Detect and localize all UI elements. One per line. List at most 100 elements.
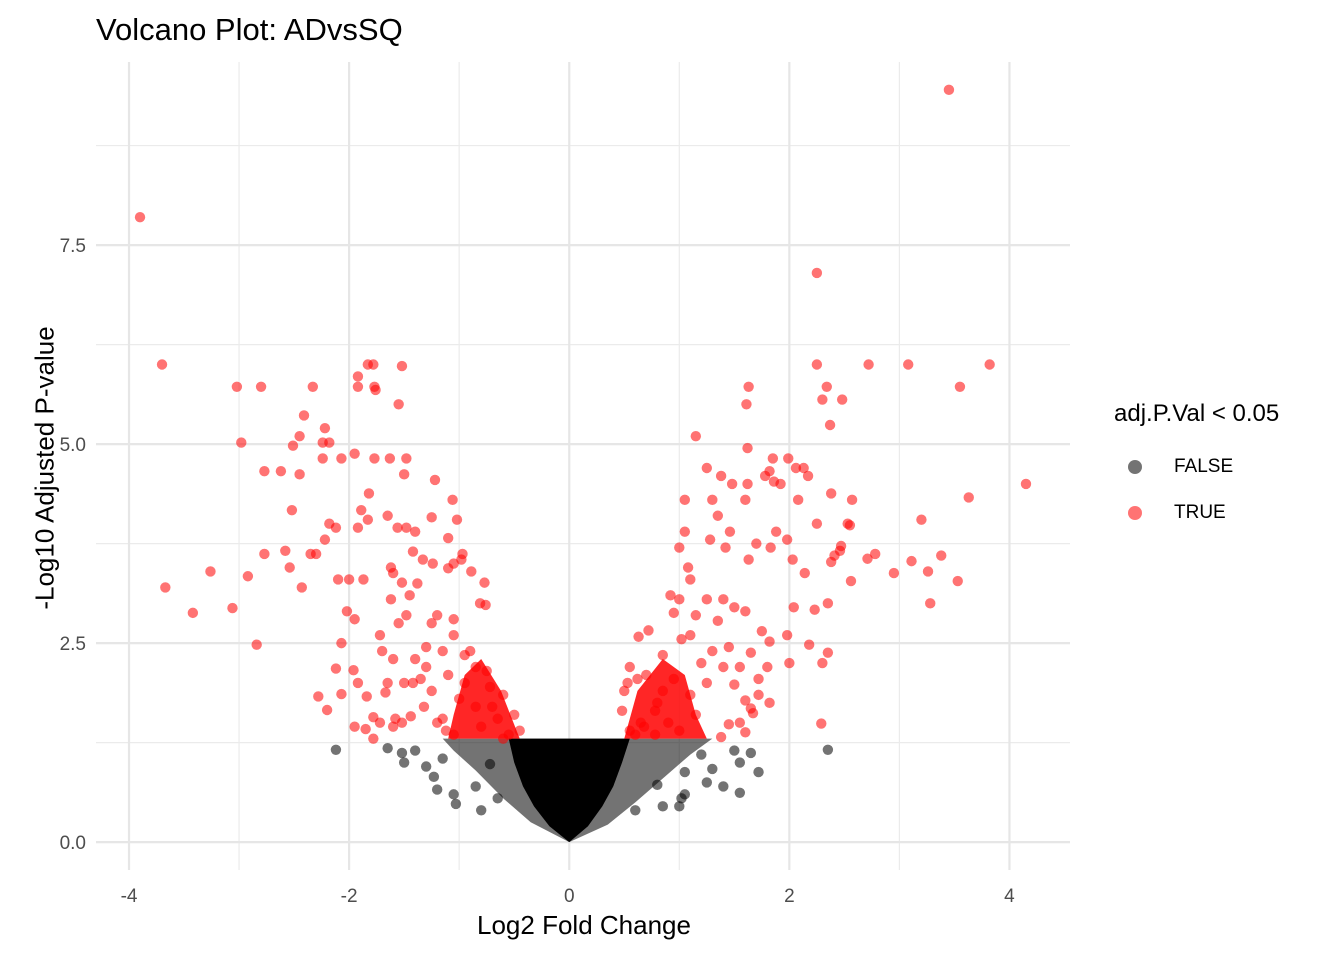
- significant-point: [294, 469, 305, 480]
- significant-point: [457, 548, 468, 560]
- significant-point: [668, 607, 679, 619]
- significant-point: [798, 462, 809, 474]
- significant-point: [156, 359, 168, 370]
- significant-point: [799, 567, 810, 579]
- significant-point: [696, 657, 707, 669]
- significant-point: [824, 419, 836, 431]
- significant-point: [336, 637, 347, 649]
- significant-point: [380, 687, 391, 698]
- significant-point: [286, 504, 298, 516]
- significant-point: [431, 610, 443, 621]
- significant-point: [259, 465, 270, 477]
- significant-point: [451, 514, 463, 525]
- significant-point: [888, 567, 900, 579]
- significant-point: [718, 661, 729, 673]
- significant-point: [712, 510, 724, 521]
- nonsignificant-point: [398, 757, 410, 768]
- significant-point: [903, 359, 914, 370]
- significant-point: [822, 598, 834, 609]
- significant-point: [470, 701, 481, 713]
- significant-point: [319, 422, 331, 434]
- significant-point: [362, 514, 374, 525]
- significant-point: [936, 550, 947, 561]
- significant-point: [310, 548, 322, 560]
- significant-point: [363, 488, 375, 499]
- nonsignificant-point: [707, 763, 718, 775]
- significant-point: [242, 571, 254, 582]
- significant-point: [470, 661, 481, 673]
- nonsignificant-point: [409, 745, 421, 756]
- significant-point: [382, 510, 393, 521]
- significant-point: [401, 610, 412, 621]
- significant-point: [821, 381, 832, 392]
- significant-point: [740, 494, 751, 506]
- significant-point: [712, 615, 724, 627]
- significant-point: [393, 618, 404, 629]
- significant-point: [870, 548, 881, 560]
- significant-point: [690, 709, 702, 720]
- significant-point: [396, 360, 408, 372]
- significant-point: [729, 602, 740, 613]
- significant-point: [925, 598, 936, 609]
- significant-point: [747, 707, 759, 719]
- significant-point: [635, 717, 646, 728]
- significant-point: [715, 470, 727, 482]
- significant-point: [846, 494, 858, 506]
- significant-point: [704, 534, 716, 545]
- significant-point: [668, 673, 679, 685]
- significant-point: [811, 267, 823, 279]
- significant-point: [624, 661, 635, 673]
- significant-point: [404, 590, 415, 601]
- legend-title: adj.P.Val < 0.05: [1114, 400, 1280, 427]
- significant-point: [448, 729, 459, 740]
- significant-point: [398, 469, 410, 480]
- significant-point: [784, 657, 795, 669]
- nonsignificant-point: [420, 761, 432, 772]
- significant-point: [817, 394, 828, 405]
- significant-point: [298, 410, 310, 421]
- significant-point: [429, 474, 441, 486]
- significant-point: [674, 594, 685, 605]
- nonsignificant-point: [330, 744, 342, 755]
- significant-point: [657, 685, 668, 697]
- significant-point: [802, 470, 814, 482]
- significant-point: [619, 685, 630, 697]
- significant-point: [723, 641, 735, 653]
- significant-point: [834, 545, 846, 556]
- major-gridlines: [96, 62, 1070, 870]
- data-points: [134, 84, 1032, 843]
- significant-point: [514, 725, 525, 736]
- y-tick-label: 5.0: [60, 435, 86, 456]
- significant-point: [321, 704, 333, 716]
- significant-point: [459, 677, 470, 689]
- minor-gridlines: [96, 62, 1070, 870]
- significant-point: [437, 645, 448, 657]
- significant-point: [352, 381, 364, 392]
- significant-point: [343, 574, 355, 585]
- y-tick-label: 7.5: [60, 236, 86, 257]
- significant-point: [349, 448, 360, 459]
- significant-point: [751, 538, 762, 549]
- significant-point: [685, 629, 696, 641]
- significant-point: [319, 534, 331, 545]
- nonsignificant-point: [701, 777, 713, 788]
- significant-point: [674, 542, 685, 553]
- significant-point: [481, 665, 492, 677]
- legend: adj.P.Val < 0.05 FALSE TRUE: [1114, 400, 1279, 536]
- significant-point: [284, 562, 295, 573]
- significant-point: [720, 542, 731, 553]
- significant-point: [764, 697, 775, 709]
- significant-point: [409, 526, 421, 537]
- significant-point: [384, 453, 396, 464]
- significant-point: [862, 553, 873, 564]
- significant-point: [809, 604, 820, 615]
- significant-point: [259, 548, 270, 560]
- significant-point: [287, 440, 299, 451]
- significant-point: [652, 697, 663, 709]
- significant-point: [863, 359, 874, 370]
- significant-point: [352, 522, 364, 533]
- significant-point: [906, 555, 917, 567]
- significant-point: [743, 381, 754, 392]
- significant-point: [954, 381, 966, 392]
- significant-point: [781, 629, 793, 641]
